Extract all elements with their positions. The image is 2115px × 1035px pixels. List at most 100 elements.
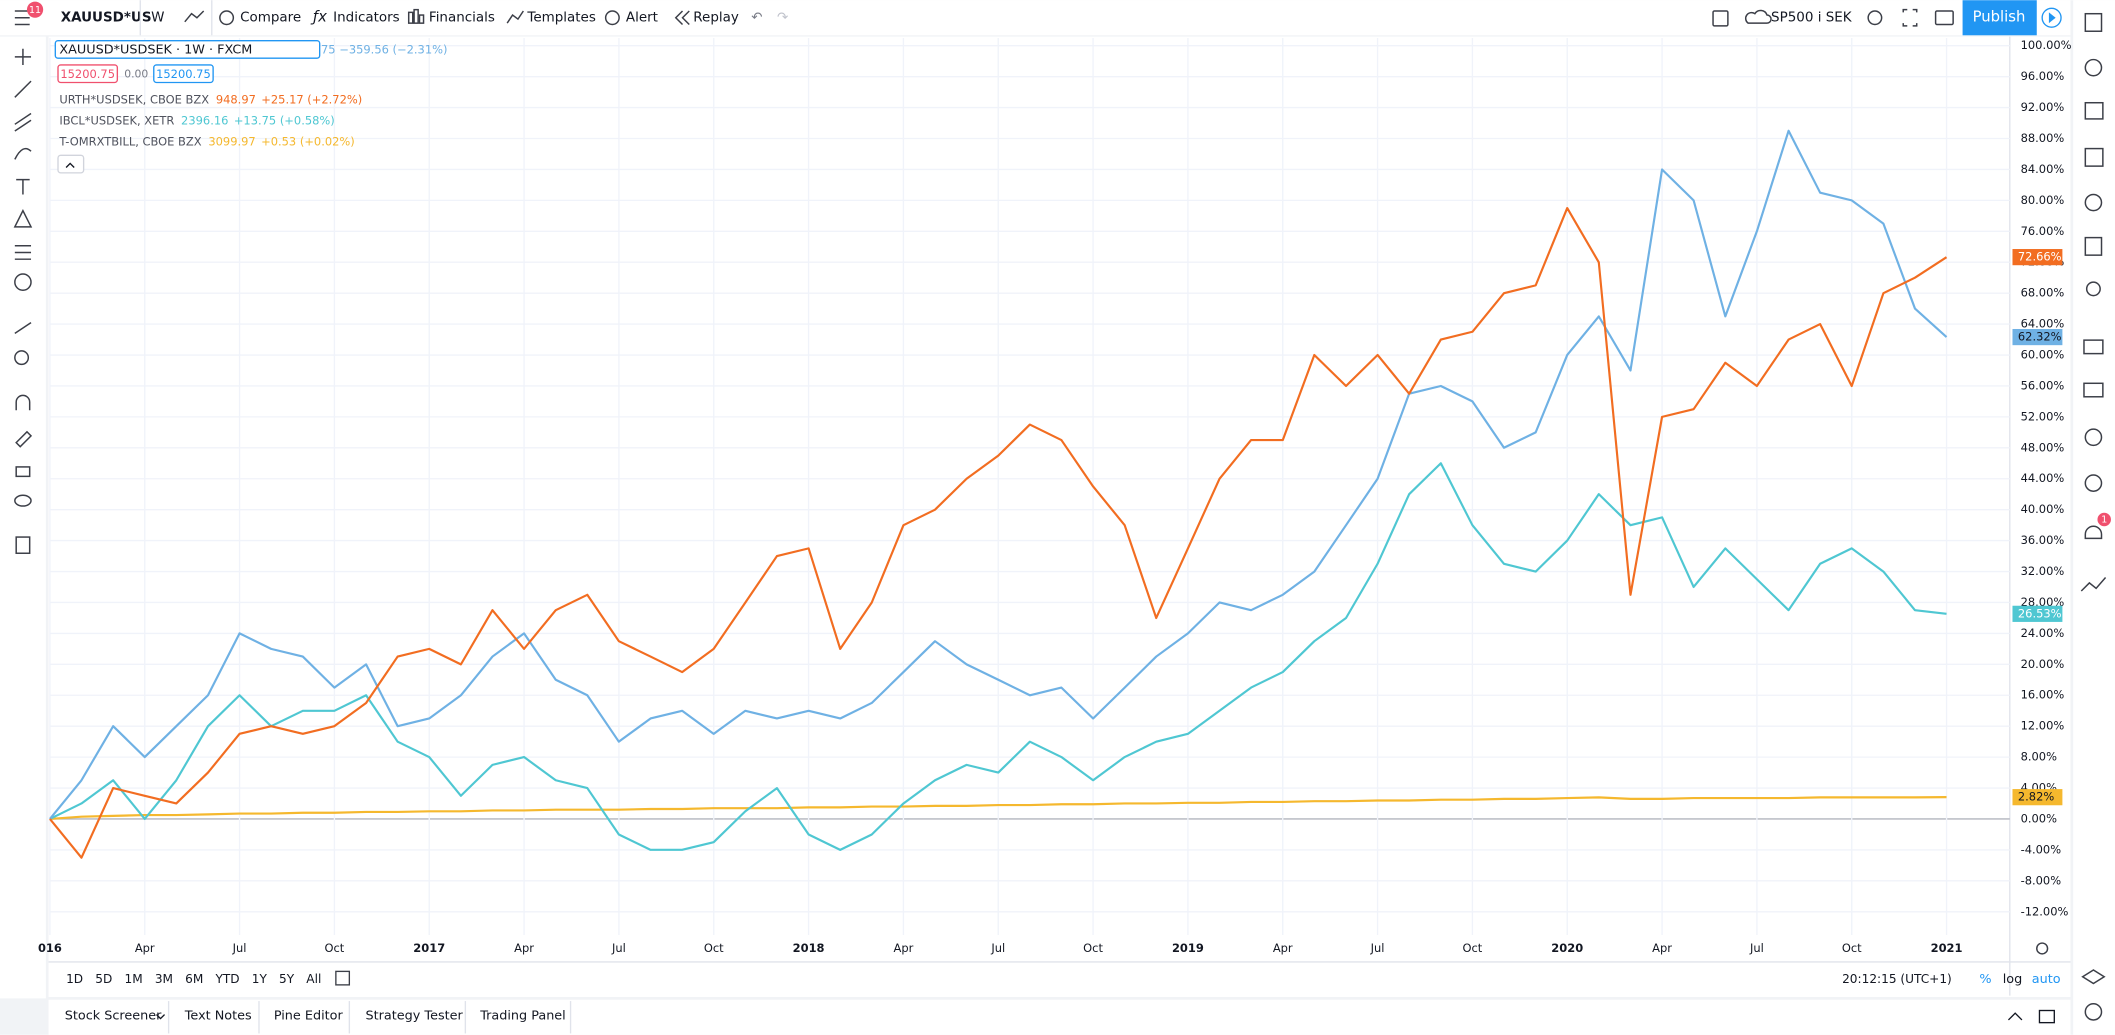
play-icon[interactable] <box>2041 7 2062 28</box>
y-tick-label: 40.00% <box>2021 502 2065 516</box>
last-value-badge <box>2012 789 2063 806</box>
legend-name: IBCL*USDSEK, XETR <box>59 113 174 127</box>
x-tick-label: Jul <box>1749 941 1764 955</box>
publish-button[interactable] <box>1962 0 2037 36</box>
series-line <box>49 206 1948 859</box>
chart-type-icon[interactable] <box>184 10 205 23</box>
y-tick-label: 64.00% <box>2021 317 2065 331</box>
templates-icon[interactable] <box>506 10 524 24</box>
settings-icon[interactable] <box>1867 10 1883 26</box>
y-tick-label: 12.00% <box>2021 719 2065 733</box>
range-button[interactable]: 3M <box>155 972 173 986</box>
toolbar-button[interactable]: Compare <box>240 10 301 26</box>
y-tick-label: 92.00% <box>2021 100 2065 114</box>
range-button[interactable]: 5D <box>95 972 112 986</box>
series-line <box>49 796 1947 821</box>
range-button[interactable]: 1D <box>66 972 83 986</box>
legend-last: 948.97 <box>216 93 256 107</box>
y-tick-label: 96.00% <box>2021 69 2065 83</box>
last-value-badge <box>2012 328 2063 346</box>
range-button[interactable]: 6M <box>185 972 203 986</box>
fullscreen-icon[interactable] <box>1902 8 1918 27</box>
scale-option[interactable]: log <box>2003 972 2023 987</box>
cloud-icon[interactable] <box>1744 9 1772 24</box>
scale-option[interactable]: auto <box>2032 972 2061 987</box>
axis-settings[interactable] <box>2036 942 2049 955</box>
bid[interactable]: 15200.75 <box>60 67 115 81</box>
range-button[interactable]: 5Y <box>279 972 295 986</box>
y-tick-label: -12.00% <box>2021 904 2069 918</box>
legend-main-name: XAUUSD*USDSEK · 1W · FXCM <box>59 43 252 58</box>
toolbar-button[interactable]: Templates <box>526 10 595 26</box>
badge <box>2097 512 2111 527</box>
compare-icon[interactable] <box>219 10 235 26</box>
scale-option[interactable]: % <box>1979 972 1991 987</box>
range-button[interactable]: 1Y <box>252 972 268 986</box>
top-toolbar <box>0 0 2071 36</box>
toolbar-button[interactable]: Alert <box>626 10 658 26</box>
toolbar-button[interactable]: Financials <box>429 10 495 26</box>
y-tick-label: 80.00% <box>2021 193 2065 207</box>
layout-toggle[interactable] <box>1712 10 1729 27</box>
badge <box>26 1 44 18</box>
ask-box[interactable] <box>153 64 214 84</box>
x-tick-label: Apr <box>514 941 534 955</box>
x-tick-label: Oct <box>1842 941 1862 955</box>
interval[interactable]: W <box>151 10 164 26</box>
y-tick-label: 68.00% <box>2021 286 2065 300</box>
publish-label[interactable]: Publish <box>1973 9 2026 26</box>
range-button[interactable]: YTD <box>214 972 239 986</box>
x-tick-label: Jul <box>232 941 247 955</box>
legend-name: T-OMRXTBILL, CBOE BZX <box>58 134 201 148</box>
toolbar-button[interactable]: Replay <box>693 10 739 26</box>
bid-box[interactable] <box>57 64 119 84</box>
x-tick-label: Jul <box>611 941 626 955</box>
grid <box>49 37 2010 935</box>
x-tick-label: 016 <box>38 941 62 955</box>
y-tick-label: 48.00% <box>2021 440 2065 454</box>
undo[interactable]: ↶ <box>751 10 762 26</box>
y-tick-label: 8.00% <box>2021 750 2058 764</box>
y-tick-label: 44.00% <box>2021 471 2065 485</box>
bottom-tab[interactable]: Trading Panel <box>479 1008 566 1023</box>
last-value-label: 26.53% <box>2018 606 2062 620</box>
screenshot-icon[interactable] <box>1934 10 1954 26</box>
legend-name: URTH*USDSEK, CBOE BZX <box>59 93 209 107</box>
indicators-icon[interactable]: ƒx <box>310 9 327 26</box>
x-tick-label: Oct <box>325 941 345 955</box>
range-button[interactable]: 1M <box>124 972 142 986</box>
bottom-tab[interactable]: Text Notes <box>184 1008 252 1023</box>
badge-count: 11 <box>29 5 41 16</box>
x-tick-label: Apr <box>893 941 913 955</box>
x-tick-label: 2019 <box>1172 941 1204 955</box>
y-tick-label: 20.00% <box>2021 657 2065 671</box>
bottom-tab[interactable]: Strategy Tester <box>366 1008 464 1023</box>
y-tick-label: 28.00% <box>2021 595 2065 609</box>
ask[interactable]: 15200.75 <box>156 67 211 81</box>
x-tick-label: Apr <box>135 941 155 955</box>
alerts-badge: 1 <box>2101 515 2107 526</box>
financials-icon[interactable] <box>407 8 425 24</box>
bottom-tab[interactable]: Stock Screener <box>65 1008 162 1023</box>
bottom-tab[interactable]: Pine Editor <box>274 1008 344 1023</box>
x-tick-label: 2021 <box>1931 941 1963 955</box>
legend-main-box <box>54 40 321 59</box>
maximize[interactable] <box>2038 1009 2055 1024</box>
range-button[interactable]: All <box>306 972 321 986</box>
go-to-date[interactable] <box>335 970 351 986</box>
last-value-label: 72.66% <box>2018 250 2062 264</box>
chevron-up[interactable] <box>2007 1012 2023 1021</box>
toolbar-button[interactable]: Indicators <box>333 10 400 26</box>
legend-last: 3099.97 <box>208 134 255 148</box>
chevron-down[interactable] <box>155 1014 166 1020</box>
alert-icon[interactable] <box>604 10 620 26</box>
replay-icon[interactable] <box>681 10 690 26</box>
symbol[interactable]: XAUUSD*US <box>61 10 152 26</box>
plot <box>49 129 1948 859</box>
drawing-tools[interactable] <box>13 48 33 554</box>
redo[interactable]: ↷ <box>777 10 789 26</box>
legend-change: +25.17 (+2.72%) <box>261 93 362 107</box>
replay-icon[interactable] <box>674 10 684 26</box>
sidebar-icons[interactable] <box>2080 12 2107 1021</box>
layout-name[interactable]: SP500 i SEK <box>1771 10 1853 26</box>
